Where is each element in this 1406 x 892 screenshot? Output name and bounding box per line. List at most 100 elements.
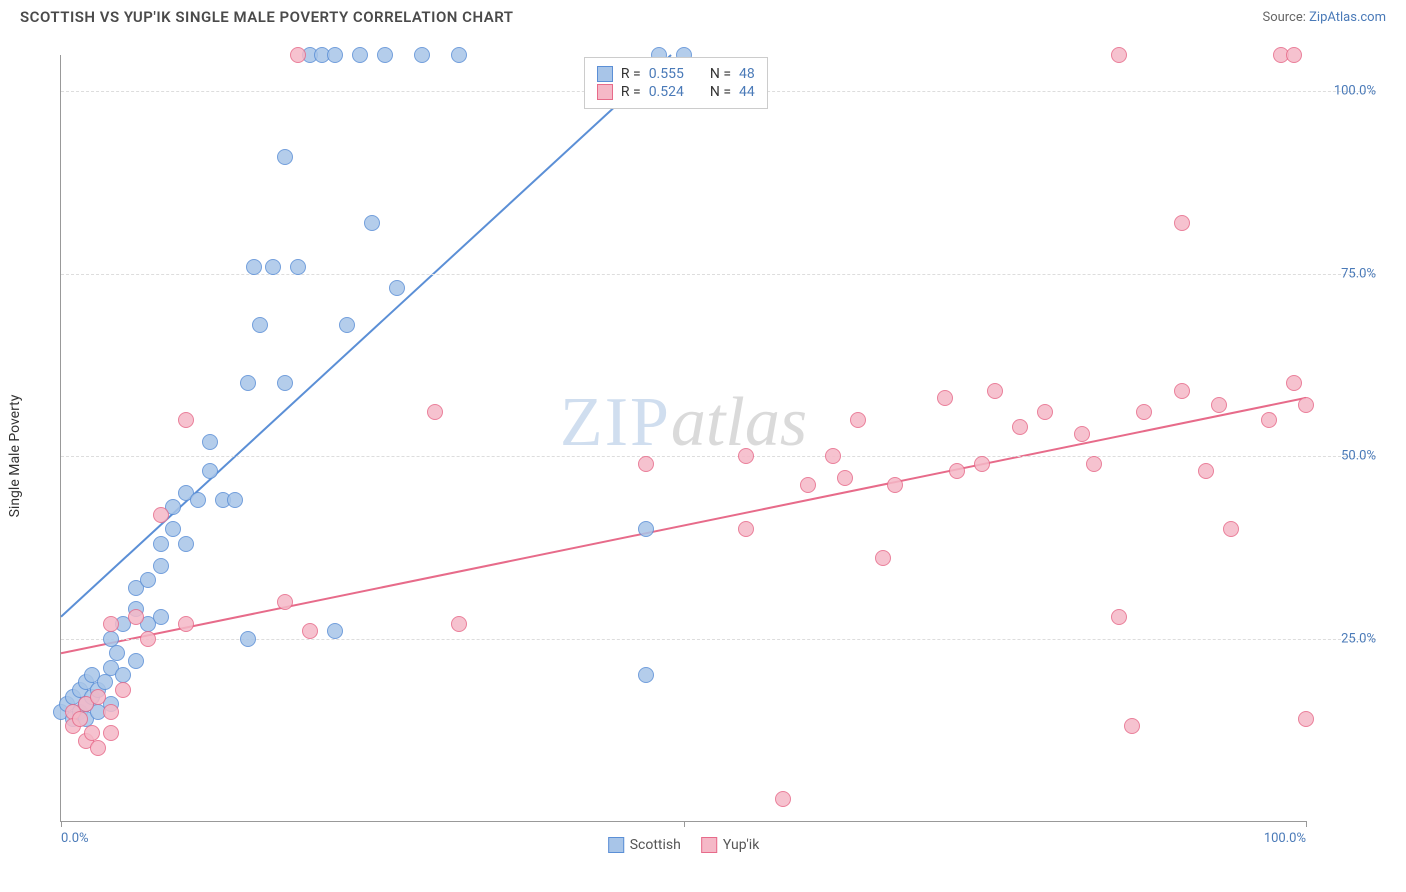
regression-line bbox=[61, 55, 671, 617]
ytick-label: 50.0% bbox=[1316, 449, 1376, 464]
data-point bbox=[1223, 521, 1239, 537]
data-point bbox=[1086, 456, 1102, 472]
data-point bbox=[165, 521, 181, 537]
data-point bbox=[153, 558, 169, 574]
data-point bbox=[109, 645, 125, 661]
ytick-label: 100.0% bbox=[1316, 84, 1376, 99]
data-point bbox=[1037, 404, 1053, 420]
legend-swatch bbox=[597, 66, 613, 82]
data-point bbox=[825, 448, 841, 464]
n-label: N = bbox=[710, 66, 731, 82]
data-point bbox=[290, 47, 306, 63]
data-point bbox=[128, 653, 144, 669]
data-point bbox=[389, 280, 405, 296]
data-point bbox=[90, 740, 106, 756]
data-point bbox=[1211, 397, 1227, 413]
data-point bbox=[451, 616, 467, 632]
xtick-label: 0.0% bbox=[61, 831, 89, 846]
data-point bbox=[427, 404, 443, 420]
data-point bbox=[103, 725, 119, 741]
data-point bbox=[277, 149, 293, 165]
data-point bbox=[115, 682, 131, 698]
xtick-label: 100.0% bbox=[1264, 831, 1306, 846]
data-point bbox=[1298, 711, 1314, 727]
data-point bbox=[327, 47, 343, 63]
data-point bbox=[1261, 412, 1277, 428]
data-point bbox=[1111, 609, 1127, 625]
data-point bbox=[987, 383, 1003, 399]
data-point bbox=[302, 623, 318, 639]
r-label: R = bbox=[621, 84, 641, 100]
data-point bbox=[1136, 404, 1152, 420]
data-point bbox=[800, 477, 816, 493]
data-point bbox=[451, 47, 467, 63]
correlation-legend: R = 0.555N = 48R = 0.524N = 44 bbox=[584, 57, 768, 109]
data-point bbox=[1174, 383, 1190, 399]
source-credit: Source: ZipAtlas.com bbox=[1262, 10, 1386, 25]
data-point bbox=[850, 412, 866, 428]
data-point bbox=[84, 725, 100, 741]
legend-item: Scottish bbox=[608, 837, 681, 853]
data-point bbox=[277, 594, 293, 610]
legend-swatch bbox=[597, 84, 613, 100]
data-point bbox=[265, 259, 281, 275]
n-value: 44 bbox=[739, 84, 755, 100]
chart-title: SCOTTISH VS YUP'IK SINGLE MALE POVERTY C… bbox=[20, 8, 514, 26]
ytick-label: 75.0% bbox=[1316, 266, 1376, 281]
r-value: 0.524 bbox=[649, 84, 684, 100]
data-point bbox=[240, 375, 256, 391]
chart-container: Single Male Poverty ZIPatlas R = 0.555N … bbox=[20, 40, 1386, 872]
data-point bbox=[949, 463, 965, 479]
data-point bbox=[414, 47, 430, 63]
data-point bbox=[887, 477, 903, 493]
data-point bbox=[128, 609, 144, 625]
data-point bbox=[327, 623, 343, 639]
legend-swatch bbox=[608, 837, 624, 853]
data-point bbox=[252, 317, 268, 333]
data-point bbox=[153, 507, 169, 523]
data-point bbox=[1198, 463, 1214, 479]
data-point bbox=[178, 616, 194, 632]
gridline-h bbox=[61, 274, 1376, 275]
plot-area: ZIPatlas R = 0.555N = 48R = 0.524N = 44 … bbox=[60, 55, 1306, 822]
data-point bbox=[97, 674, 113, 690]
data-point bbox=[246, 259, 262, 275]
data-point bbox=[377, 47, 393, 63]
legend-label: Yup'ik bbox=[723, 837, 759, 853]
data-point bbox=[974, 456, 990, 472]
data-point bbox=[140, 572, 156, 588]
gridline-h bbox=[61, 639, 1376, 640]
data-point bbox=[339, 317, 355, 333]
series-legend: Scottish Yup'ik bbox=[608, 837, 760, 853]
source-link[interactable]: ZipAtlas.com bbox=[1309, 10, 1386, 25]
data-point bbox=[103, 616, 119, 632]
data-point bbox=[775, 791, 791, 807]
y-axis-label: Single Male Poverty bbox=[7, 395, 23, 518]
data-point bbox=[90, 689, 106, 705]
xtick bbox=[1306, 821, 1307, 827]
n-value: 48 bbox=[739, 66, 755, 82]
data-point bbox=[364, 215, 380, 231]
data-point bbox=[227, 492, 243, 508]
watermark: ZIPatlas bbox=[560, 383, 807, 463]
data-point bbox=[178, 536, 194, 552]
data-point bbox=[277, 375, 293, 391]
data-point bbox=[875, 550, 891, 566]
data-point bbox=[1012, 419, 1028, 435]
legend-item: Yup'ik bbox=[701, 837, 759, 853]
data-point bbox=[72, 711, 88, 727]
r-label: R = bbox=[621, 66, 641, 82]
legend-swatch bbox=[701, 837, 717, 853]
data-point bbox=[638, 667, 654, 683]
xtick bbox=[61, 821, 62, 827]
legend-row: R = 0.555N = 48 bbox=[597, 66, 755, 82]
data-point bbox=[190, 492, 206, 508]
ytick-label: 25.0% bbox=[1316, 631, 1376, 646]
data-point bbox=[738, 521, 754, 537]
data-point bbox=[1286, 375, 1302, 391]
xtick bbox=[684, 821, 685, 827]
data-point bbox=[738, 448, 754, 464]
data-point bbox=[1174, 215, 1190, 231]
legend-label: Scottish bbox=[630, 837, 681, 853]
data-point bbox=[240, 631, 256, 647]
